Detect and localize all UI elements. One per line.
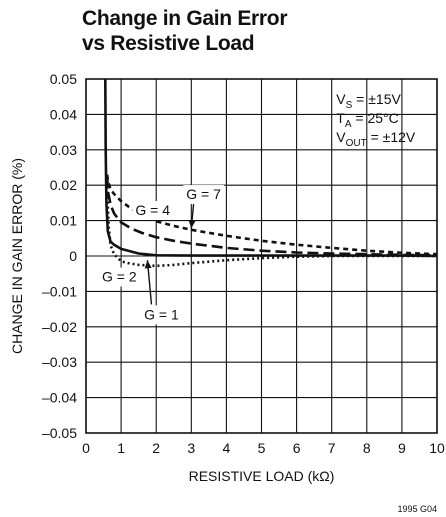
annotation-arrowhead	[144, 260, 152, 269]
x-tick-label: 3	[187, 440, 195, 456]
condition-subscript: A	[345, 119, 352, 130]
figure-code: 1995 G04	[397, 504, 437, 514]
x-tick-label: 0	[82, 440, 90, 456]
x-tick-label: 5	[258, 440, 266, 456]
annotation-background	[183, 185, 224, 205]
curve-annotations: G = 7 G = 4 G = 2 G = 1	[99, 185, 224, 325]
y-tick-label: –0.01	[42, 283, 77, 299]
y-tick-label: 0.05	[50, 71, 77, 87]
x-tick-label: 9	[398, 440, 406, 456]
x-axis-label: RESISTIVE LOAD (kΩ)	[189, 468, 335, 484]
annotation-arrowhead	[188, 220, 196, 229]
condition-value: = ±15V	[352, 91, 401, 107]
chart-title-line-1: Change in Gain Error	[82, 7, 288, 30]
condition-2: VOUT = ±12V	[336, 129, 416, 149]
condition-0: VS = ±15V	[336, 91, 401, 111]
series-lines	[104, 78, 438, 268]
y-axis-label: CHANGE IN GAIN ERROR (%)	[9, 158, 25, 354]
condition-value: = ±12V	[367, 129, 416, 145]
x-tick-label: 1	[117, 440, 125, 456]
y-tick-label: –0.04	[42, 390, 77, 406]
x-tick-label: 2	[152, 440, 160, 456]
y-tick-label: 0	[69, 248, 77, 264]
annotation-background	[141, 305, 182, 325]
x-tick-label: 10	[429, 440, 445, 456]
y-tick-label: –0.03	[42, 354, 77, 370]
y-tick-label: 0.04	[50, 106, 77, 122]
y-tick-labels: 0.05 0.04 0.03 0.02 0.01 0 –0.01 –0.02 –0.03 –0.0…	[42, 71, 77, 441]
y-tick-label: –0.05	[42, 425, 77, 441]
y-tick-label: 0.02	[50, 177, 77, 193]
series-g-2	[105, 181, 437, 268]
condition-value: = 25°C	[351, 110, 398, 126]
y-tick-label: –0.02	[42, 319, 77, 335]
annotation-label: G = 1	[144, 306, 179, 322]
annotation-label: G = 7	[186, 186, 221, 202]
chart-title-line-2: vs Resistive Load	[82, 32, 255, 55]
plot-frame	[85, 78, 438, 434]
series-g-4	[105, 176, 438, 257]
condition-subscript: S	[346, 100, 353, 111]
y-tick-label: 0.01	[50, 213, 77, 229]
annotation-label: G = 4	[135, 202, 170, 218]
x-tick-label: 6	[293, 440, 301, 456]
chart-title: Change in Gain Error vs Resistive Load	[82, 6, 288, 56]
annotation-background	[132, 200, 174, 220]
annotation-background	[99, 267, 140, 287]
condition-1: TA = 25°C	[336, 110, 398, 130]
condition-symbol: V	[336, 129, 346, 145]
annotation-label: G = 2	[102, 269, 137, 285]
x-tick-label: 7	[328, 440, 336, 456]
x-tick-labels: 0 1 2 3 4 5 6 7 8 9 10	[82, 440, 445, 456]
x-tick-label: 4	[223, 440, 231, 456]
series-g-7	[105, 174, 438, 256]
x-tick-label: 8	[363, 440, 371, 456]
y-tick-label: 0.03	[50, 142, 77, 158]
condition-symbol: T	[336, 110, 345, 126]
condition-subscript: OUT	[346, 138, 367, 149]
condition-symbol: V	[336, 91, 346, 107]
